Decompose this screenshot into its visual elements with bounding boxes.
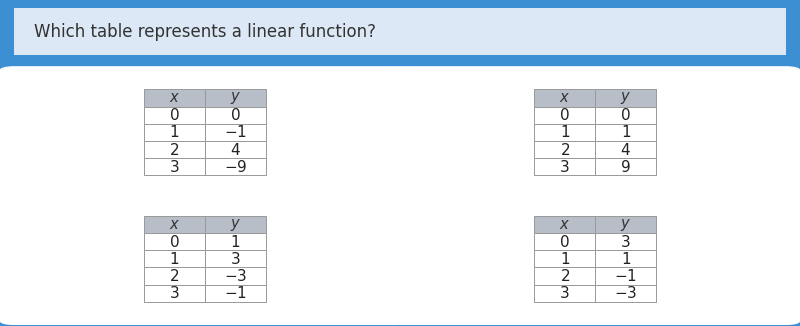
Text: $0$: $0$ — [230, 107, 241, 123]
Text: $4$: $4$ — [230, 141, 241, 157]
Text: $1$: $1$ — [560, 124, 570, 141]
Text: $9$: $9$ — [620, 159, 631, 175]
Text: $1$: $1$ — [621, 124, 630, 141]
Text: $2$: $2$ — [560, 141, 570, 157]
Text: $x$: $x$ — [559, 217, 570, 231]
Text: $0$: $0$ — [559, 107, 570, 123]
Bar — [534, 233, 595, 250]
Text: $3$: $3$ — [621, 234, 631, 250]
Text: $x$: $x$ — [559, 91, 570, 105]
Bar — [595, 124, 656, 141]
Text: $3$: $3$ — [230, 251, 241, 267]
Bar — [144, 233, 205, 250]
FancyBboxPatch shape — [0, 66, 410, 199]
Bar — [534, 107, 595, 124]
Bar — [534, 158, 595, 175]
Bar — [144, 158, 205, 175]
Bar — [595, 107, 656, 124]
Bar — [205, 141, 266, 158]
Bar — [534, 250, 595, 267]
Text: $y$: $y$ — [230, 216, 241, 232]
Text: $-1$: $-1$ — [614, 268, 637, 284]
Text: $x$: $x$ — [169, 91, 180, 105]
Text: $0$: $0$ — [559, 234, 570, 250]
Bar — [534, 124, 595, 141]
Text: $x$: $x$ — [169, 217, 180, 231]
Bar — [534, 89, 595, 107]
Text: $1$: $1$ — [170, 124, 179, 141]
Bar — [595, 158, 656, 175]
Text: $1$: $1$ — [621, 251, 630, 267]
Text: $2$: $2$ — [560, 268, 570, 284]
Text: $3$: $3$ — [169, 159, 179, 175]
FancyBboxPatch shape — [390, 193, 800, 325]
FancyBboxPatch shape — [390, 66, 800, 199]
Bar — [534, 141, 595, 158]
Bar — [534, 267, 595, 285]
Text: $-9$: $-9$ — [223, 159, 247, 175]
Bar — [205, 233, 266, 250]
Bar — [205, 158, 266, 175]
Text: $y$: $y$ — [230, 90, 241, 106]
Text: $2$: $2$ — [170, 141, 179, 157]
Bar — [205, 216, 266, 233]
Text: $0$: $0$ — [169, 107, 180, 123]
Bar — [144, 285, 205, 302]
Bar — [534, 285, 595, 302]
Bar — [144, 216, 205, 233]
Bar — [205, 107, 266, 124]
Bar — [144, 89, 205, 107]
Bar — [205, 267, 266, 285]
Text: $0$: $0$ — [169, 234, 180, 250]
Text: $y$: $y$ — [620, 216, 631, 232]
Bar — [595, 233, 656, 250]
Bar — [205, 124, 266, 141]
Bar — [144, 124, 205, 141]
Text: $3$: $3$ — [559, 159, 570, 175]
FancyBboxPatch shape — [0, 193, 410, 325]
Text: $-3$: $-3$ — [224, 268, 247, 284]
Bar — [595, 267, 656, 285]
Bar — [205, 250, 266, 267]
Bar — [534, 216, 595, 233]
Bar — [144, 267, 205, 285]
Text: Which table represents a linear function?: Which table represents a linear function… — [34, 23, 376, 41]
Bar — [144, 141, 205, 158]
Text: $0$: $0$ — [620, 107, 631, 123]
Text: $1$: $1$ — [560, 251, 570, 267]
Bar — [595, 250, 656, 267]
Text: $3$: $3$ — [169, 285, 179, 301]
Bar — [595, 216, 656, 233]
Text: $1$: $1$ — [170, 251, 179, 267]
Bar — [595, 89, 656, 107]
Text: $2$: $2$ — [170, 268, 179, 284]
Text: $-1$: $-1$ — [224, 124, 246, 141]
Text: $1$: $1$ — [230, 234, 240, 250]
Bar — [144, 107, 205, 124]
Bar — [205, 89, 266, 107]
Bar — [144, 250, 205, 267]
Bar — [595, 285, 656, 302]
FancyBboxPatch shape — [0, 6, 800, 58]
Text: $y$: $y$ — [620, 90, 631, 106]
Bar — [595, 141, 656, 158]
Text: $-1$: $-1$ — [224, 285, 246, 301]
Text: $-3$: $-3$ — [614, 285, 638, 301]
Text: $4$: $4$ — [620, 141, 631, 157]
Bar — [205, 285, 266, 302]
Text: $3$: $3$ — [559, 285, 570, 301]
